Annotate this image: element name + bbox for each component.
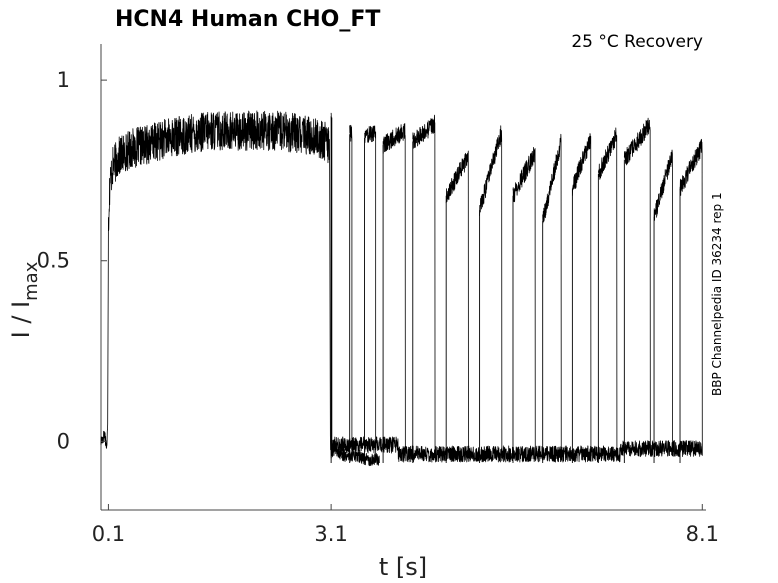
recovery-band-6 — [479, 125, 503, 456]
recovery-band-11 — [623, 117, 651, 456]
x-tick-label-1: 3.1 — [314, 522, 347, 546]
recovery-band-3 — [382, 123, 406, 456]
recovery-band-8 — [542, 133, 562, 456]
svg-text:I / Imax: I / Imax — [7, 261, 42, 338]
recovery-baseline-trace — [330, 436, 703, 463]
recovery-band-2 — [364, 125, 377, 456]
recovery-band-4 — [412, 114, 436, 456]
axes — [100, 44, 706, 511]
recovery-band-1 — [349, 124, 353, 456]
side-note-text: BBP Channelpedia ID 36234 rep 1 — [710, 192, 724, 396]
recovery-band-9 — [571, 133, 592, 456]
plot-area — [100, 110, 703, 467]
recovery-band-5 — [445, 150, 469, 456]
recovery-band-13 — [679, 138, 703, 456]
y-tick-label-1: 0.5 — [37, 249, 70, 273]
recovery-band-12 — [653, 149, 673, 456]
x-tick-label-2: 8.1 — [686, 522, 719, 546]
recovery-band-7 — [512, 146, 536, 456]
chart-subtitle: 25 °C Recovery — [571, 32, 703, 52]
side-note: BBP Channelpedia ID 36234 rep 1 — [710, 192, 724, 396]
chart-title: HCN4 Human CHO_FT — [115, 7, 380, 32]
recovery-band-10 — [597, 127, 618, 456]
y-axis-label: I / Imax — [7, 261, 42, 338]
y-tick-label-0: 0 — [57, 429, 70, 453]
series-0-line — [100, 110, 380, 467]
ticks: 0.1 3.1 8.1 0 0.5 1 — [37, 68, 719, 546]
y-tick-label-2: 1 — [57, 68, 70, 92]
x-axis-label: t [s] — [379, 553, 427, 581]
y-axis-label-sub: max — [21, 261, 42, 301]
x-tick-label-0: 0.1 — [92, 522, 125, 546]
y-axis-label-main: I / I — [7, 301, 35, 339]
